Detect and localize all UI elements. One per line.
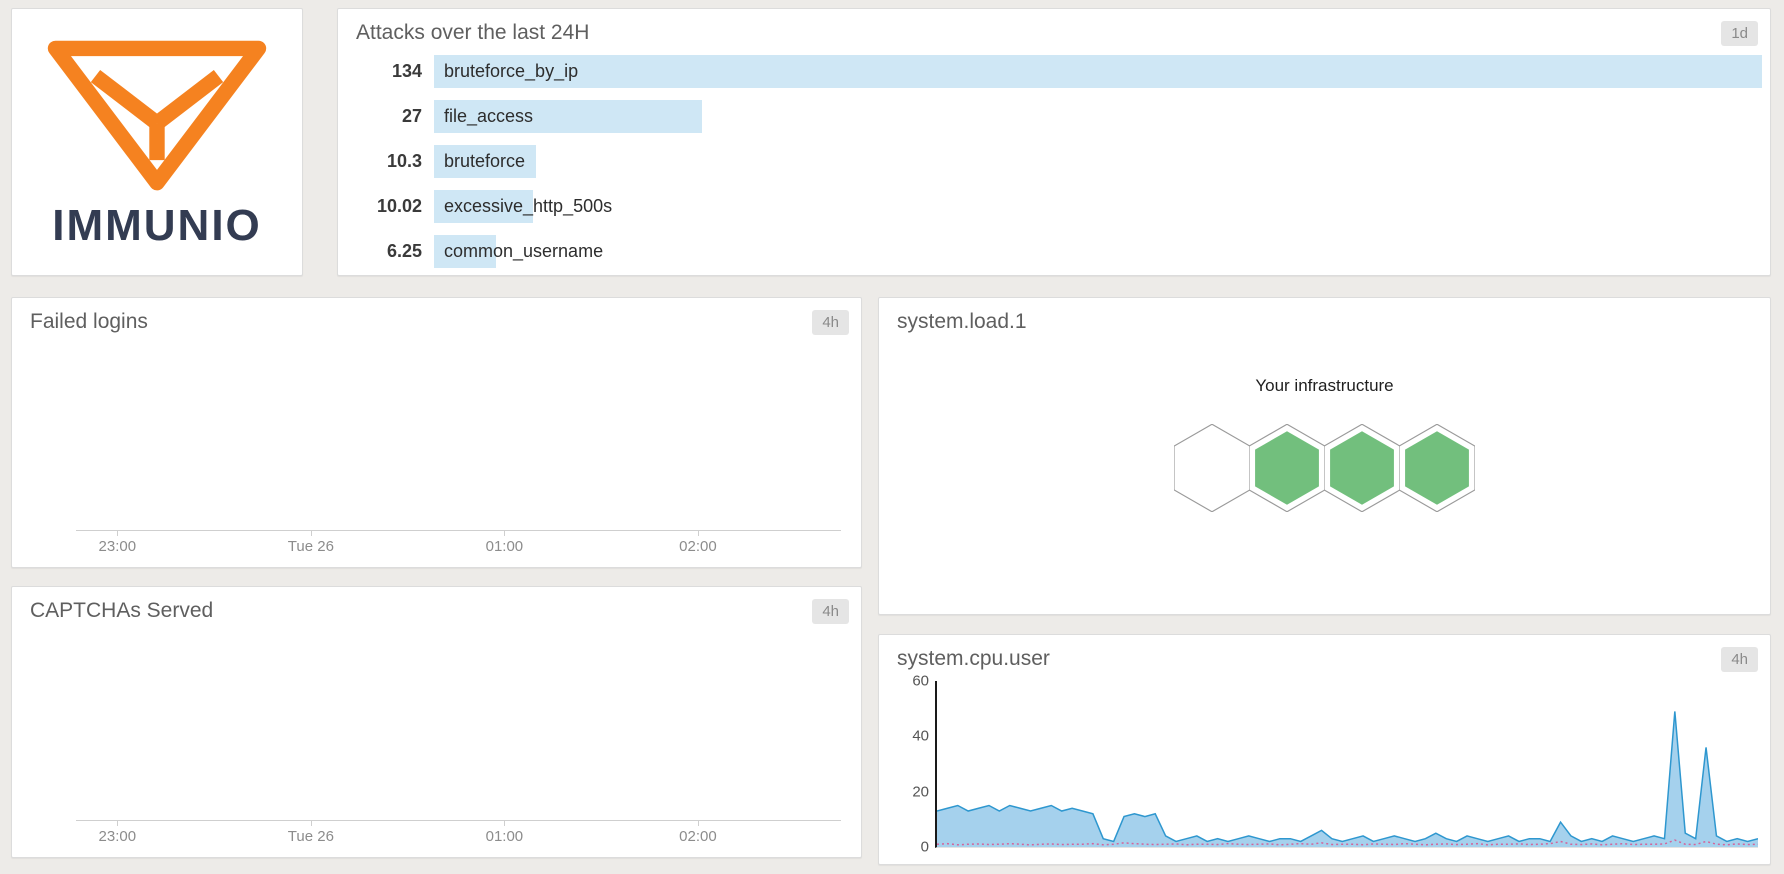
attack-bar-track: excessive_http_500s [434,190,1762,223]
attack-value: 134 [391,61,422,81]
host-hexagon-no-data[interactable] [1174,424,1250,512]
failed-logins-panel-title: Failed logins [30,310,148,333]
system-cpu-chart[interactable]: 60 40 20 0 [912,673,1758,856]
logo-wrap: IMMUNIO [12,9,302,275]
y-tick-label: 20 [912,783,929,801]
attack-value: 10.02 [376,196,422,216]
attack-bar [434,235,496,268]
x-tick-label: 23:00 [98,538,137,555]
attack-bar-track: bruteforce [434,145,1762,178]
x-tick [504,821,506,826]
attack-bar-track: bruteforce_by_ip [434,55,1762,88]
cpu-area-svg [937,681,1758,847]
attack-label: common_username [444,241,604,261]
attack-bar-track: file_access [434,100,1762,133]
attacks-toplist-chart[interactable]: 134 bruteforce_by_ip 27 file_access 10.3 brut… [338,55,1762,280]
attack-label: bruteforce [444,151,526,171]
x-tick-label: 23:00 [98,828,137,845]
attack-bar [434,145,537,178]
x-tick [697,821,699,826]
attack-bar [434,100,702,133]
attacks-panel-header: Attacks over the last 24H 1d [338,9,1770,55]
attack-bar-row[interactable]: 10.02 excessive_http_500s [338,190,1762,223]
y-tick-label: 40 [912,727,929,745]
captchas-chart[interactable]: 23:00 Tue 26 01:00 02:00 [30,635,847,847]
y-tick-label: 0 [920,838,929,856]
system-load-panel: system.load.1 Your infrastructure [878,297,1771,615]
host-hexagon-ok[interactable] [1399,424,1475,512]
attack-bar [434,190,534,223]
system-cpu-timeframe-badge[interactable]: 4h [1721,647,1758,672]
x-tick-label: 02:00 [679,538,717,555]
immunio-logo-icon [47,40,267,191]
x-tick-label: Tue 26 [287,828,334,845]
system-cpu-panel-header: system.cpu.user 4h [879,635,1770,681]
attack-label: file_access [444,106,534,126]
logo-panel: IMMUNIO [11,8,303,276]
captchas-panel-title: CAPTCHAs Served [30,599,214,622]
attack-bar-row[interactable]: 134 bruteforce_by_ip [338,55,1762,88]
attacks-timeframe-badge[interactable]: 1d [1721,21,1758,46]
hostmap-hex-row [1174,424,1475,512]
attack-bar-track: common_username [434,235,1762,268]
failed-logins-timeframe-badge[interactable]: 4h [812,310,849,335]
failed-logins-panel-header: Failed logins 4h [12,298,861,344]
host-hexagon-ok[interactable] [1249,424,1325,512]
system-cpu-panel-title: system.cpu.user [897,647,1050,670]
captchas-panel-header: CAPTCHAs Served 4h [12,587,861,633]
hostmap-body: Your infrastructure [879,344,1770,614]
attack-label: bruteforce_by_ip [444,61,579,81]
attack-bar-row[interactable]: 6.25 common_username [338,235,1762,268]
hostmap-subtitle: Your infrastructure [1255,376,1394,395]
captchas-panel: CAPTCHAs Served 4h 23:00 Tue 26 01:00 02:00 [11,586,862,858]
attacks-panel: Attacks over the last 24H 1d 134 brutefor… [337,8,1771,276]
attack-value: 6.25 [386,241,422,261]
attacks-panel-title: Attacks over the last 24H [356,21,590,44]
attack-bar [434,55,1762,88]
x-tick [117,821,119,826]
system-cpu-panel: system.cpu.user 4h 60 40 20 0 [878,634,1771,865]
x-tick [117,531,119,536]
x-axis: 23:00 Tue 26 01:00 02:00 [76,530,841,555]
host-hexagon-ok[interactable] [1324,424,1400,512]
attack-label: excessive_http_500s [444,196,613,216]
y-tick-label: 60 [912,672,929,690]
brand-text: IMMUNIO [52,201,262,250]
x-tick-label: 01:00 [485,538,524,555]
failed-logins-panel: Failed logins 4h 23:00 Tue 26 01:00 02:00 [11,297,862,568]
x-axis: 23:00 Tue 26 01:00 02:00 [76,820,841,845]
x-tick [310,821,312,826]
x-tick [504,531,506,536]
x-tick [310,531,312,536]
x-tick-label: 01:00 [485,828,524,845]
system-load-panel-header: system.load.1 [879,298,1770,344]
attack-bar-row[interactable]: 27 file_access [338,100,1762,133]
x-tick-label: Tue 26 [287,538,334,555]
attack-value: 27 [401,106,422,126]
attack-bar-row[interactable]: 10.3 bruteforce [338,145,1762,178]
captchas-timeframe-badge[interactable]: 4h [812,599,849,624]
failed-logins-chart[interactable]: 23:00 Tue 26 01:00 02:00 [30,346,847,557]
system-load-panel-title: system.load.1 [897,310,1027,333]
x-tick-label: 02:00 [679,828,717,845]
x-tick [697,531,699,536]
attack-value: 10.3 [386,151,422,171]
